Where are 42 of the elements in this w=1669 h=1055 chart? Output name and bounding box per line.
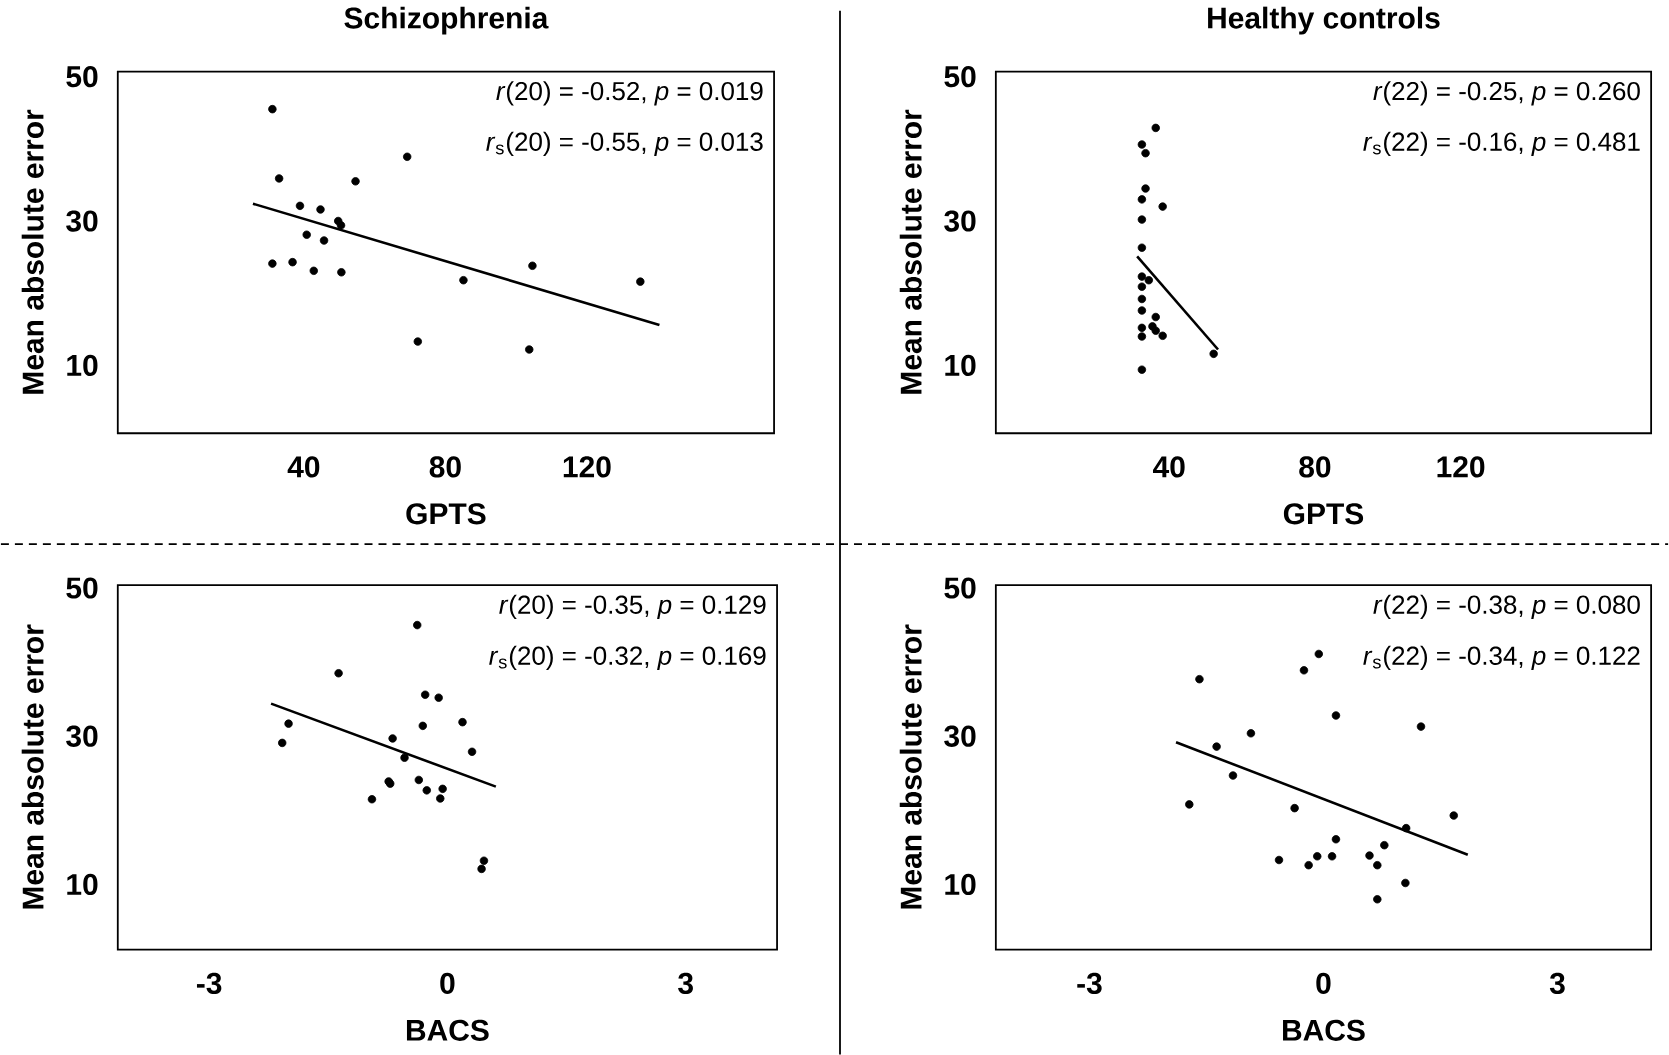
annotation: r(22) = -0.25, p = 0.260 xyxy=(1373,80,1640,106)
y-tick-label: 10 xyxy=(945,354,976,376)
y-tick-label: 10 xyxy=(945,873,976,895)
y-tick-label: 50 xyxy=(66,577,98,599)
x-tick-label: 3 xyxy=(1549,972,1565,994)
x-tick-label: 80 xyxy=(1299,456,1331,478)
x-tick-label: 3 xyxy=(678,972,693,994)
y-tick-label: 30 xyxy=(66,725,98,747)
y-axis-title: Mean absolute error xyxy=(21,109,44,394)
y-tick-label: 30 xyxy=(66,210,98,232)
chart-title: Healthy controls xyxy=(1208,6,1440,35)
annotation: r(20) = -0.35, p = 0.129 xyxy=(499,594,766,619)
x-axis-title: GPTS xyxy=(1283,502,1364,525)
annotation: r$_{s}$(20) = -0.32, p = 0.169 xyxy=(489,645,766,670)
y-tick-label: 30 xyxy=(944,210,976,232)
y-tick-label: 10 xyxy=(67,354,98,376)
annotation: r$_{s}$(20) = -0.55, p = 0.013 xyxy=(486,131,763,156)
annotation: r(20) = -0.52, p = 0.019 xyxy=(496,80,763,106)
x-tick-label: 120 xyxy=(1437,456,1485,478)
y-axis-title: Mean absolute error xyxy=(899,624,922,909)
x-tick-label: -3 xyxy=(1077,972,1102,994)
x-axis-title: BACS xyxy=(406,1019,489,1041)
annotation: r$_{s}$(22) = -0.34, p = 0.122 xyxy=(1363,645,1640,670)
y-tick-label: 10 xyxy=(67,873,98,895)
x-tick-label: -3 xyxy=(196,972,222,994)
x-tick-label: 0 xyxy=(440,972,455,994)
x-axis-title: BACS xyxy=(1283,1019,1365,1041)
y-tick-label: 30 xyxy=(944,725,976,747)
y-axis-title: Mean absolute error xyxy=(899,109,922,394)
x-tick-label: 40 xyxy=(1152,456,1185,478)
x-tick-label: 120 xyxy=(563,456,611,478)
chart-title: Schizophrenia xyxy=(344,6,549,35)
y-axis-title: Mean absolute error xyxy=(21,624,44,909)
x-tick-label: 0 xyxy=(1316,972,1331,994)
x-tick-label: 40 xyxy=(287,456,320,478)
x-axis-title: GPTS xyxy=(406,502,486,525)
y-tick-label: 50 xyxy=(944,65,976,88)
x-tick-label: 80 xyxy=(429,456,461,478)
y-tick-label: 50 xyxy=(66,65,98,88)
annotation: r(22) = -0.38, p = 0.080 xyxy=(1373,594,1640,619)
annotation: r$_{s}$(22) = -0.16, p = 0.481 xyxy=(1363,131,1640,156)
y-tick-label: 50 xyxy=(944,577,976,599)
